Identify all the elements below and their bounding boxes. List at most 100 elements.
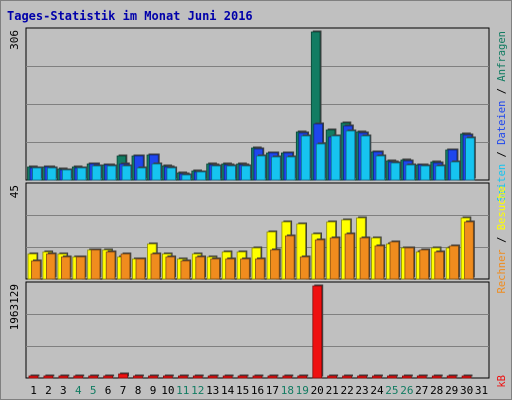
bar-kb-day-11 [177,375,188,379]
bar-shadow [448,374,458,377]
panel-hits: 306 [8,27,490,181]
bar-shadow [179,374,189,377]
x-tick-day-3: 3 [60,384,67,397]
bar-shadow [224,374,234,377]
bar-kb-day-25 [387,375,397,379]
bar-rechner-day-13 [210,258,220,280]
bar-rechner-day-29 [449,245,459,280]
bar-seiten-day-9 [151,163,162,181]
x-tick-day-15: 15 [236,384,249,397]
chart-title: Tages-Statistik im Monat Juni 2016 [7,9,253,23]
bar-shadow [209,374,219,377]
bar-shadow [105,374,115,377]
x-axis-labels: 1 2 3 4 5 6 7 8 9 10 11 12 13 14 15 16 17 18 19 20 21 22 23 24 2… [30,384,488,397]
bar-rechner-day-12 [195,256,205,280]
bar-rechner-day-24 [374,245,385,280]
bar-seiten-day-17 [271,156,281,181]
bar-kb-day-29 [446,375,457,379]
x-tick-day-14: 14 [221,384,235,397]
bar-kb-day-4 [73,375,84,379]
bar-seiten-day-28 [435,165,445,181]
bar-seiten-day-4 [76,167,87,181]
bar-seiten-day-19 [300,135,311,181]
series-legend-label: Rechner / Besuche [496,186,508,294]
x-tick-day-18: 18 [281,384,294,397]
x-tick-day-29: 29 [445,384,458,397]
x-tick-day-27: 27 [415,384,428,397]
bar-kb-day-23 [357,375,367,379]
bar-shadow [344,374,353,377]
bar-shadow [269,374,279,377]
bar-kb-day-15 [237,375,248,379]
x-tick-day-23: 23 [355,384,368,397]
chart-panels: 306 45 1963129 [8,27,490,379]
x-tick-day-16: 16 [251,384,264,397]
bar-kb-day-17 [267,375,278,379]
bar-rechner-day-6 [105,251,116,280]
bar-kb-day-26 [401,375,412,379]
bar-kb-day-18 [282,375,293,379]
bar-kb-day-8 [133,375,143,379]
x-tick-day-17: 17 [266,384,279,397]
bar-shadow [359,374,368,377]
bar-rechner-day-4 [75,256,86,280]
x-tick-day-22: 22 [340,384,353,397]
bar-rechner-day-23 [359,237,370,280]
bar-shadow [463,374,473,377]
bar-seiten-day-24 [375,155,386,181]
bar-seiten-day-23 [360,135,371,181]
bar-seiten-day-22 [345,130,356,181]
bar-seiten-day-20 [315,143,326,181]
x-tick-day-11: 11 [176,384,189,397]
bar-seiten-day-26 [405,164,415,181]
bar-shadow [90,374,100,377]
bar-shadow [329,374,339,377]
panel-max-label: 45 [8,185,21,198]
bar-seiten-day-11 [181,174,191,181]
bar-shadow [164,374,174,377]
bar-seiten-day-21 [330,135,341,181]
bar-shadow [254,374,264,377]
bar-rechner-day-19 [299,256,310,280]
x-tick-day-10: 10 [161,384,174,397]
bar-seiten-day-27 [420,165,430,181]
bar-rechner-day-2 [46,253,56,280]
bar-kb-day-7 [118,373,128,379]
x-tick-day-2: 2 [45,384,52,397]
x-tick-day-8: 8 [135,384,142,397]
bar-seiten-day-8 [136,167,147,181]
bar-seiten-day-16 [256,155,266,181]
bar-rechner-day-27 [419,249,429,280]
x-tick-day-21: 21 [326,384,339,397]
bar-shadow [75,374,85,377]
x-tick-day-26: 26 [400,384,413,397]
bar-rechner-day-1 [31,260,41,280]
bar-shadow [403,374,413,377]
bar-seiten-day-10 [166,167,176,181]
bar-seiten-day-25 [390,162,401,181]
bar-rechner-day-17 [270,249,280,280]
bar-rechner-day-7 [120,253,131,280]
x-tick-day-7: 7 [120,384,127,397]
bar-shadow [30,374,40,377]
bar-rechner-day-21 [329,237,340,280]
x-tick-day-9: 9 [150,384,157,397]
bar-shadow [135,374,144,377]
bar-shadow [389,374,398,377]
bar-shadow [433,374,443,377]
bar-seiten-day-13 [211,165,221,181]
x-tick-day-13: 13 [206,384,219,397]
x-tick-day-24: 24 [370,384,384,397]
bar-seiten-day-12 [196,171,206,181]
bar-shadow [418,374,428,377]
bar-shadow [239,374,249,377]
bar-kb-day-20 [312,285,323,379]
bar-rechner-day-8 [135,258,146,280]
bar-seiten-day-6 [106,165,117,181]
x-tick-day-20: 20 [311,384,324,397]
bar-shadow [374,374,383,377]
bar-kb-day-13 [207,375,218,379]
series-legend-label: Seiten / Dateien / Anfragen [496,31,508,202]
